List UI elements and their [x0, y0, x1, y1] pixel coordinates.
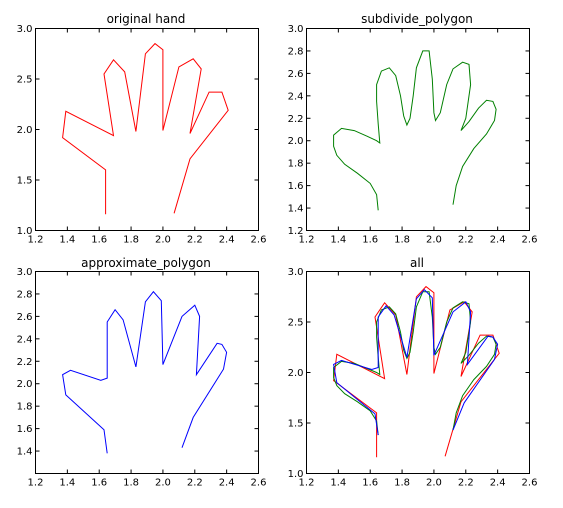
x-tick-label: 2.6	[522, 478, 538, 489]
y-tick-label: 2.8	[288, 46, 304, 57]
y-tick-label: 3.0	[17, 267, 33, 278]
y-tick-label: 1.8	[288, 159, 304, 170]
x-tick-label: 2.6	[251, 235, 267, 246]
panel-subdivide-polygon: subdivide_polygon 1.2 1.4 1.6 1.8 2.0 2.2 2.4 2…	[288, 12, 538, 246]
y-tick-label: 1.6	[288, 181, 304, 192]
x-tick-label: 2.0	[426, 478, 442, 489]
x-tick-label: 1.8	[394, 235, 410, 246]
y-tick-label: 2.0	[288, 368, 304, 379]
series-line	[333, 291, 497, 436]
y-tick-label: 2.5	[288, 318, 304, 329]
x-tick-label: 2.4	[219, 478, 235, 489]
x-tick-label: 1.4	[330, 478, 346, 489]
panel-all: all 1.2 1.4 1.6 1.8 2.0 2.2 2.4 2.6 1.0 1.5 2.0 2.5…	[288, 256, 538, 489]
x-tick-label: 1.2	[299, 478, 315, 489]
x-tick-label: 1.2	[28, 235, 44, 246]
x-tick-label: 2.0	[426, 235, 442, 246]
y-tick-label: 2.0	[17, 379, 33, 390]
series-line	[333, 50, 497, 211]
y-tick-label: 1.0	[288, 469, 304, 480]
y-tick-label: 1.4	[17, 447, 33, 458]
x-tick-label: 1.6	[362, 478, 378, 489]
x-tick-label: 2.2	[458, 478, 474, 489]
series-line	[333, 288, 499, 436]
series-line	[62, 290, 228, 454]
y-tick-label: 1.5	[288, 419, 304, 430]
x-tick-label: 1.8	[123, 478, 139, 489]
x-tick-label: 2.2	[458, 235, 474, 246]
x-tick-label: 1.8	[123, 235, 139, 246]
x-tick-label: 1.2	[28, 478, 44, 489]
axes-frame	[306, 271, 530, 474]
x-tick-label: 1.8	[394, 478, 410, 489]
x-tick-label: 2.2	[187, 235, 203, 246]
axes-frame	[306, 28, 530, 231]
x-tick-label: 1.4	[330, 235, 346, 246]
y-tick-label: 1.6	[17, 424, 33, 435]
y-tick-label: 1.5	[17, 176, 33, 187]
x-tick-label: 1.6	[91, 235, 107, 246]
x-tick-label: 2.0	[155, 235, 171, 246]
x-tick-label: 2.4	[490, 478, 506, 489]
y-tick-label: 3.0	[17, 24, 33, 35]
y-tick-label: 2.0	[17, 125, 33, 136]
x-tick-label: 2.4	[219, 235, 235, 246]
y-tick-label: 3.0	[288, 24, 304, 35]
y-tick-label: 1.4	[288, 204, 304, 215]
x-tick-label: 1.4	[59, 478, 75, 489]
y-tick-label: 3.0	[288, 267, 304, 278]
panel-approximate-polygon: approximate_polygon 1.2 1.4 1.6 1.8 2.0 2.2 2.…	[17, 256, 267, 489]
panel-title: approximate_polygon	[81, 256, 211, 270]
panel-title: subdivide_polygon	[361, 12, 473, 26]
x-tick-label: 1.6	[91, 478, 107, 489]
x-tick-label: 2.4	[490, 235, 506, 246]
axes-frame	[35, 28, 259, 231]
axes-frame	[35, 271, 259, 474]
y-tick-label: 2.0	[288, 136, 304, 147]
x-tick-label: 1.6	[362, 235, 378, 246]
y-tick-label: 2.8	[17, 289, 33, 300]
x-tick-label: 2.0	[155, 478, 171, 489]
y-tick-label: 2.2	[17, 357, 33, 368]
panel-title: original hand	[107, 12, 186, 26]
y-tick-label: 2.2	[288, 114, 304, 125]
x-tick-label: 2.6	[522, 235, 538, 246]
x-tick-label: 2.2	[187, 478, 203, 489]
x-tick-label: 1.2	[299, 235, 315, 246]
y-tick-label: 2.4	[288, 91, 304, 102]
y-tick-label: 2.5	[17, 75, 33, 86]
x-tick-label: 2.6	[251, 478, 267, 489]
panel-original-hand: original hand 1.2 1.4 1.6 1.8 2.0 2.2 2.4 2.6 1.…	[17, 12, 267, 246]
y-tick-label: 2.6	[288, 69, 304, 80]
series-line	[62, 42, 229, 215]
y-tick-label: 1.0	[17, 226, 33, 237]
panel-title: all	[410, 256, 424, 270]
y-tick-label: 1.8	[17, 402, 33, 413]
y-tick-label: 2.6	[17, 312, 33, 323]
x-tick-label: 1.4	[59, 235, 75, 246]
y-tick-label: 2.4	[17, 334, 33, 345]
y-tick-label: 1.2	[288, 226, 304, 237]
